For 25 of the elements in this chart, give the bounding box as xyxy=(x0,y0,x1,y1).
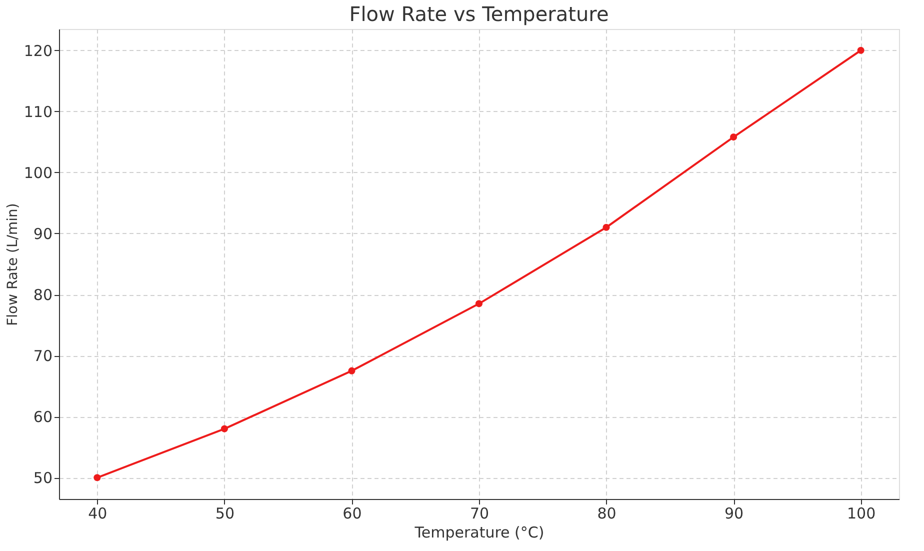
x-tick-label: 60 xyxy=(342,504,362,522)
point xyxy=(730,134,738,141)
y-tick-label: 120 xyxy=(24,42,52,60)
x-tick-label: 50 xyxy=(215,504,234,522)
y-tick-label: 90 xyxy=(33,224,52,243)
chart-title: Flow Rate vs Temperature xyxy=(349,2,609,26)
y-tick-label: 80 xyxy=(33,286,52,304)
point xyxy=(602,224,610,231)
x-axis-title: Temperature (°C) xyxy=(414,524,544,542)
x-tick-label: 90 xyxy=(724,504,744,522)
point xyxy=(220,425,228,432)
point xyxy=(348,367,356,374)
x-tick-label: 40 xyxy=(88,504,108,522)
y-axis-title: Flow Rate (L/min) xyxy=(4,203,21,326)
point xyxy=(857,46,864,54)
y-tick-label: 70 xyxy=(33,347,52,366)
point xyxy=(475,300,483,308)
x-tick-label: 100 xyxy=(847,504,876,522)
point xyxy=(94,474,101,482)
y-tick-label: 100 xyxy=(24,164,52,182)
y-tick-label: 60 xyxy=(33,408,52,426)
x-tick-label: 70 xyxy=(470,504,490,522)
x-tick-label: 80 xyxy=(597,504,616,522)
y-tick-label: 50 xyxy=(33,469,52,488)
y-tick-label: 110 xyxy=(24,102,52,121)
